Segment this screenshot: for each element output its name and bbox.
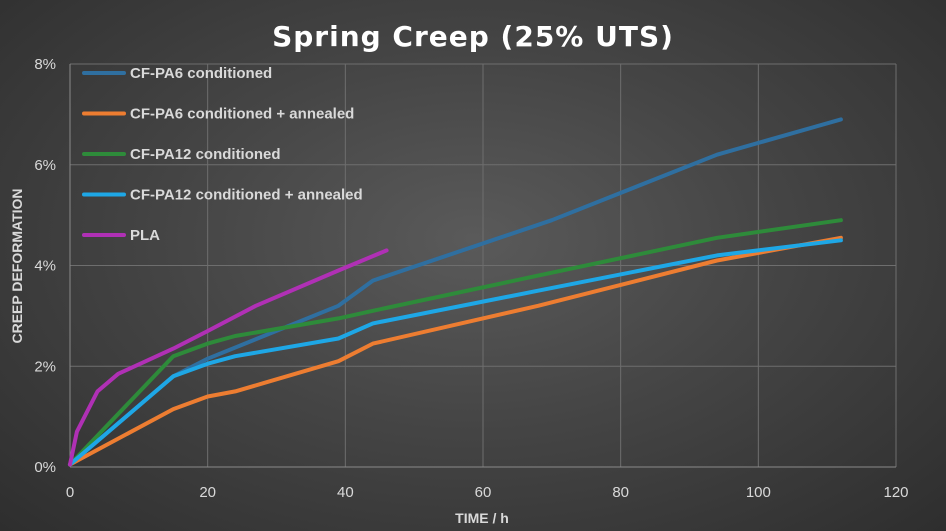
y-tick-label: 4% bbox=[34, 258, 56, 275]
y-tick-label: 2% bbox=[34, 358, 56, 375]
legend-label: PLA bbox=[130, 227, 160, 244]
legend-label: CF-PA6 conditioned bbox=[130, 65, 272, 82]
x-tick-label: 0 bbox=[66, 484, 74, 501]
axes: 0% 2% 4% 6% 8% 0 20 40 60 80 100 120 bbox=[34, 56, 908, 501]
x-axis-title: TIME / h bbox=[455, 510, 509, 526]
series-line bbox=[68, 235, 843, 467]
x-tick-label: 120 bbox=[883, 484, 908, 501]
legend-label: CF-PA12 conditioned + annealed bbox=[130, 187, 363, 204]
gridlines bbox=[70, 63, 897, 467]
legend-label: CF-PA6 conditioned + annealed bbox=[130, 106, 354, 123]
y-tick-label: 6% bbox=[34, 157, 56, 174]
x-tick-label: 20 bbox=[199, 484, 216, 501]
y-tick-label: 8% bbox=[34, 56, 56, 73]
legend: CF-PA6 conditioned CF-PA6 conditioned + a… bbox=[82, 65, 363, 244]
x-tick-label: 60 bbox=[475, 484, 492, 501]
x-tick-label: 100 bbox=[746, 484, 771, 501]
series-line bbox=[68, 238, 843, 467]
x-tick-label: 40 bbox=[337, 484, 354, 501]
x-tick-label: 80 bbox=[612, 484, 629, 501]
y-tick-label: 0% bbox=[34, 459, 56, 476]
series-lines bbox=[68, 117, 843, 467]
legend-label: CF-PA12 conditioned bbox=[130, 146, 281, 163]
series-line bbox=[68, 248, 389, 467]
series-line bbox=[68, 218, 843, 467]
chart-title: Spring Creep (25% UTS) bbox=[272, 20, 674, 53]
y-axis-title: CREEP DEFORMATION bbox=[9, 188, 25, 343]
